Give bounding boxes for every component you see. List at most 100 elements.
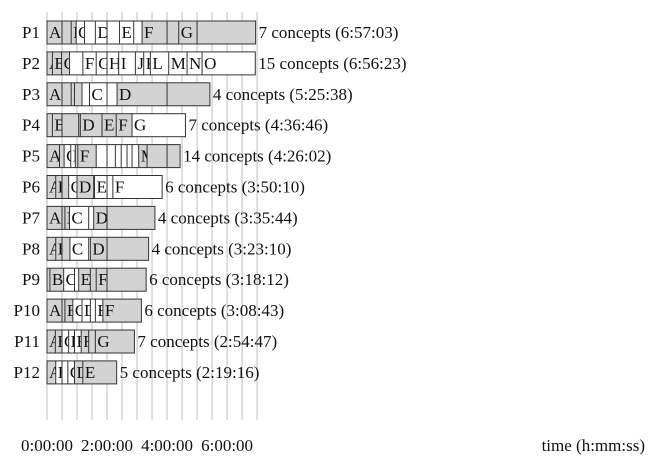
row-summary: 6 concepts (3:08:43) (144, 301, 284, 320)
concept-label: C (75, 301, 86, 320)
participant-row: P9ABCEF6 concepts (3:18:12) (22, 267, 289, 292)
row-summary: 6 concepts (3:50:10) (165, 178, 305, 197)
concept-segment (147, 144, 168, 168)
participant-row: P6ABCDEF6 concepts (3:50:10) (22, 175, 305, 199)
row-label: P6 (22, 178, 40, 197)
concept-segment (107, 144, 116, 168)
concept-segment (133, 21, 143, 44)
concept-segment (202, 51, 256, 75)
concept-segment (49, 268, 64, 292)
concept-label: G (181, 23, 193, 42)
concept-label: B (54, 54, 65, 73)
participant-row: P3ABCD4 concepts (5:25:38) (22, 82, 353, 107)
concept-segment (102, 299, 142, 323)
concept-segment (81, 330, 89, 353)
concept-segment (52, 113, 63, 137)
concept-label: F (98, 270, 107, 289)
x-tick-label: 6:00:00 (201, 436, 253, 455)
row-bar-outline (46, 20, 257, 45)
concept-segment (69, 237, 89, 261)
concept-label: A (49, 23, 62, 42)
concept-segment (95, 21, 108, 44)
concept-segment (67, 360, 75, 384)
participant-row: P7ABCD4 concepts (3:35:44) (22, 205, 298, 230)
concept-label: L (152, 54, 162, 73)
concept-segment (62, 237, 70, 261)
concept-segment (64, 144, 71, 168)
row-summary: 4 concepts (3:35:44) (158, 208, 298, 227)
concept-label: F (80, 147, 89, 166)
concept-segment (74, 360, 83, 384)
concept-label: F (118, 116, 127, 135)
concept-segment (47, 144, 60, 168)
concept-segment (116, 113, 133, 137)
participant-row: P1ABCDEFG7 concepts (6:57:03) (22, 20, 398, 45)
row-summary: 7 concepts (2:54:47) (137, 332, 277, 351)
row-bar-outline (46, 329, 135, 354)
concept-label: O (204, 54, 216, 73)
concept-segment (62, 299, 65, 323)
row-bar-outline (46, 144, 181, 169)
concept-segment (82, 51, 97, 75)
concept-segment (167, 144, 181, 168)
row-label: P5 (22, 147, 40, 166)
participant-row: P10ABCDEF6 concepts (3:08:43) (14, 298, 284, 323)
concept-segment (132, 113, 186, 137)
concept-segment (187, 51, 203, 75)
concept-label: D (79, 178, 91, 197)
concept-segment (107, 206, 155, 230)
row-label: P8 (22, 239, 40, 258)
concept-label: F (83, 332, 92, 351)
concept-label: E (85, 363, 95, 382)
participant-row: P11ABCDEFG7 concepts (2:54:47) (14, 329, 277, 354)
concept-segment (69, 206, 89, 230)
concept-segment (78, 268, 91, 292)
concept-segment (82, 299, 91, 323)
concept-segment (88, 237, 91, 261)
concept-segment (80, 113, 108, 137)
concept-segment (82, 360, 117, 384)
concept-segment (90, 268, 97, 292)
concept-segment (117, 82, 168, 106)
concept-segment (94, 175, 108, 199)
concept-segment (62, 330, 69, 353)
concept-label: D (96, 208, 108, 227)
concept-segment (55, 330, 63, 353)
concept-label: A (49, 147, 62, 166)
concept-segment (52, 51, 62, 75)
concept-segment (121, 144, 128, 168)
row-summary: 7 concepts (4:36:46) (188, 116, 328, 135)
x-tick-label: 2:00:00 (81, 436, 133, 455)
row-label: P9 (22, 270, 40, 289)
x-tick-label: 4:00:00 (141, 436, 193, 455)
concept-segment (55, 175, 63, 199)
concept-segment (47, 206, 63, 230)
row-summary: 15 concepts (6:56:23) (258, 54, 406, 73)
concept-segment (47, 237, 56, 261)
concept-label: C (92, 85, 103, 104)
concept-segment (47, 82, 63, 106)
concept-label: F (105, 301, 114, 320)
concept-segment (90, 237, 108, 261)
concept-segment (84, 21, 96, 44)
x-axis: time (h:mm:ss) 0:00:00 2:00:00 4:00:00 6:00… (21, 436, 645, 455)
concept-segment (47, 299, 63, 323)
concept-segment (95, 299, 103, 323)
concept-label: A (49, 301, 62, 320)
concept-segment (89, 82, 108, 106)
row-label: P11 (14, 332, 40, 351)
participant-row: P4 B D E F G 7 concepts (4:36:46) (22, 113, 328, 138)
concept-segment (62, 21, 72, 44)
concept-segment (95, 330, 135, 353)
concept-segment (115, 144, 122, 168)
concept-segment (72, 299, 83, 323)
concept-segment (71, 21, 77, 44)
concept-label: G (97, 332, 109, 351)
concept-label: B (52, 270, 63, 289)
concept-segment (74, 330, 82, 353)
concept-label: C (72, 208, 83, 227)
concept-segment (62, 360, 68, 384)
concept-label: F (144, 23, 153, 42)
concept-segment (77, 175, 94, 199)
concept-segment (142, 21, 168, 44)
